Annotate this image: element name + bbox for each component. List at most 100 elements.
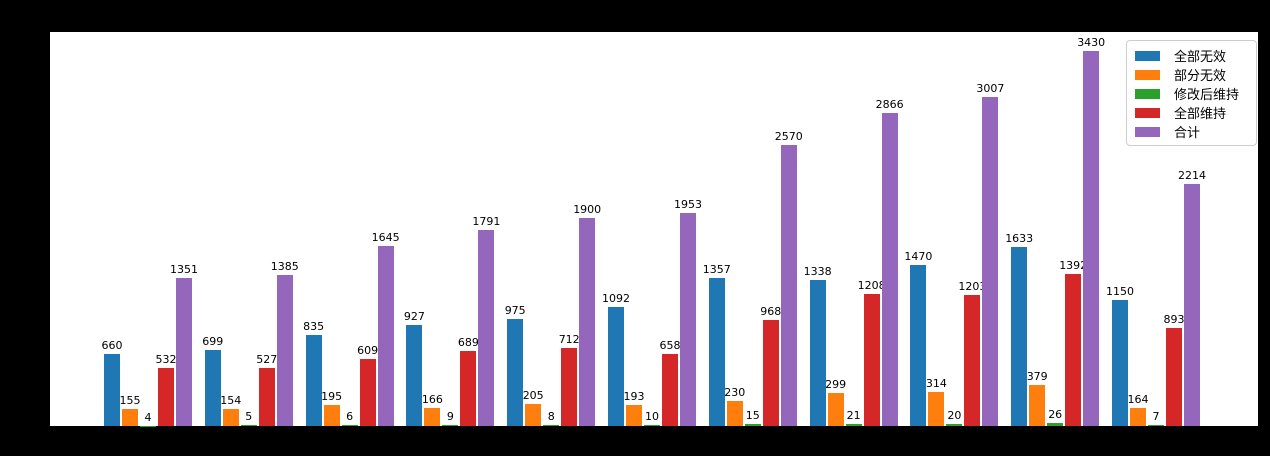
bar-全部无效-group-10 [1011, 247, 1028, 426]
bar-value-label: 1203 [958, 279, 987, 293]
bar-value-label: 230 [724, 385, 746, 399]
bar-修改后维持-group-4 [442, 425, 459, 426]
bar-修改后维持-group-6 [644, 424, 660, 426]
bar-合计-group-9 [982, 97, 999, 426]
bar-全部维持-group-5 [561, 348, 578, 426]
bar-value-label: 26 [1048, 408, 1063, 422]
bar-value-label: 527 [256, 353, 278, 367]
bar-部分无效-group-6 [626, 404, 642, 426]
legend-swatch-icon [1135, 69, 1160, 80]
bar-部分无效-group-8 [827, 393, 844, 426]
bar-value-label: 660 [101, 338, 123, 352]
bar-部分无效-group-11 [1130, 408, 1146, 426]
bar-value-label: 968 [760, 305, 782, 319]
bar-value-label: 4 [144, 410, 152, 424]
bar-value-label: 10 [645, 409, 659, 423]
bar-合计-group-5 [579, 218, 596, 426]
bar-value-label: 1392 [1059, 258, 1088, 272]
bar-value-label: 699 [202, 334, 224, 348]
bar-value-label: 1645 [371, 231, 400, 245]
bar-value-label: 893 [1163, 313, 1185, 327]
bar-部分无效-group-5 [525, 403, 542, 426]
legend-swatch-icon [1135, 50, 1160, 61]
bar-全部无效-group-8 [809, 279, 826, 426]
legend-label: 部分无效 [1174, 69, 1227, 84]
bar-修改后维持-group-7 [744, 424, 761, 426]
bar-value-label: 975 [504, 304, 526, 318]
bar-value-label: 15 [745, 409, 760, 423]
bar-value-label: 1092 [602, 291, 630, 305]
bar-value-label: 21 [846, 408, 861, 422]
bar-部分无效-group-10 [1029, 384, 1046, 426]
bar-全部无效-group-11 [1112, 300, 1128, 426]
bar-value-label: 1900 [573, 203, 602, 217]
bar-value-label: 166 [421, 392, 443, 406]
bar-value-label: 6 [346, 410, 354, 424]
bar-value-label: 154 [220, 394, 242, 408]
bar-value-label: 2866 [875, 97, 904, 111]
legend-label: 全部维持 [1174, 107, 1227, 122]
bar-全部无效-group-1 [104, 353, 120, 426]
bar-value-label: 927 [403, 309, 425, 323]
bar-value-label: 3007 [976, 82, 1005, 96]
bar-部分无效-group-1 [122, 409, 138, 426]
bar-全部无效-group-4 [406, 324, 423, 426]
bar-全部无效-group-9 [910, 265, 927, 426]
bar-value-label: 2214 [1178, 168, 1206, 182]
bar-部分无效-group-9 [928, 391, 945, 426]
bar-value-label: 193 [623, 389, 645, 403]
bar-value-label: 379 [1026, 369, 1048, 383]
bar-合计-group-2 [276, 274, 293, 426]
bar-全部维持-group-4 [460, 350, 477, 426]
legend-item: 全部维持 [1135, 103, 1250, 122]
bar-全部无效-group-5 [507, 319, 524, 426]
bar-修改后维持-group-9 [946, 423, 963, 426]
bar-合计-group-7 [780, 145, 797, 426]
bar-全部维持-group-6 [662, 354, 678, 426]
bar-value-label: 1791 [472, 215, 501, 229]
bar-全部无效-group-6 [608, 306, 624, 426]
bar-value-label: 155 [119, 394, 141, 408]
bar-全部维持-group-1 [158, 367, 174, 426]
bar-修改后维持-group-3 [341, 425, 358, 426]
bar-全部无效-group-7 [708, 277, 725, 426]
legend-label: 全部无效 [1174, 50, 1227, 65]
bar-修改后维持-group-11 [1148, 425, 1164, 426]
bar-合计-group-8 [881, 112, 898, 426]
bar-value-label: 7 [1152, 410, 1160, 424]
bar-value-label: 689 [457, 335, 479, 349]
bar-value-label: 9 [446, 410, 454, 424]
legend-label: 合计 [1174, 126, 1201, 141]
bar-value-label: 712 [558, 333, 580, 347]
legend-swatch-icon [1135, 107, 1160, 118]
bar-全部维持-group-2 [258, 368, 275, 426]
bar-全部维持-group-10 [1065, 273, 1082, 426]
bar-全部无效-group-2 [204, 349, 221, 426]
bar-value-label: 8 [547, 410, 555, 424]
bar-value-label: 1150 [1106, 285, 1134, 299]
bar-value-label: 532 [155, 352, 177, 366]
bar-value-label: 3430 [1077, 36, 1106, 50]
bar-value-label: 835 [303, 319, 325, 333]
bar-value-label: 1338 [803, 264, 832, 278]
bar-value-label: 1633 [1005, 232, 1034, 246]
bar-部分无效-group-3 [323, 404, 340, 426]
bar-value-label: 609 [357, 344, 379, 358]
bar-全部维持-group-8 [863, 293, 880, 426]
bar-value-label: 195 [321, 389, 343, 403]
legend-swatch-icon [1135, 88, 1160, 99]
bar-合计-group-10 [1083, 51, 1100, 426]
bar-value-label: 314 [925, 376, 947, 390]
bar-全部维持-group-9 [964, 294, 981, 426]
bar-合计-group-6 [680, 212, 696, 426]
bar-合计-group-4 [478, 230, 495, 426]
bar-value-label: 658 [659, 339, 681, 353]
legend: 全部无效部分无效修改后维持全部维持合计 [1126, 40, 1257, 146]
bar-全部维持-group-7 [762, 320, 779, 426]
bar-部分无效-group-2 [222, 409, 239, 426]
bar-合计-group-1 [176, 278, 192, 426]
bar-部分无效-group-4 [424, 407, 441, 426]
bar-value-label: 1953 [674, 197, 702, 211]
legend-label: 修改后维持 [1174, 88, 1240, 103]
